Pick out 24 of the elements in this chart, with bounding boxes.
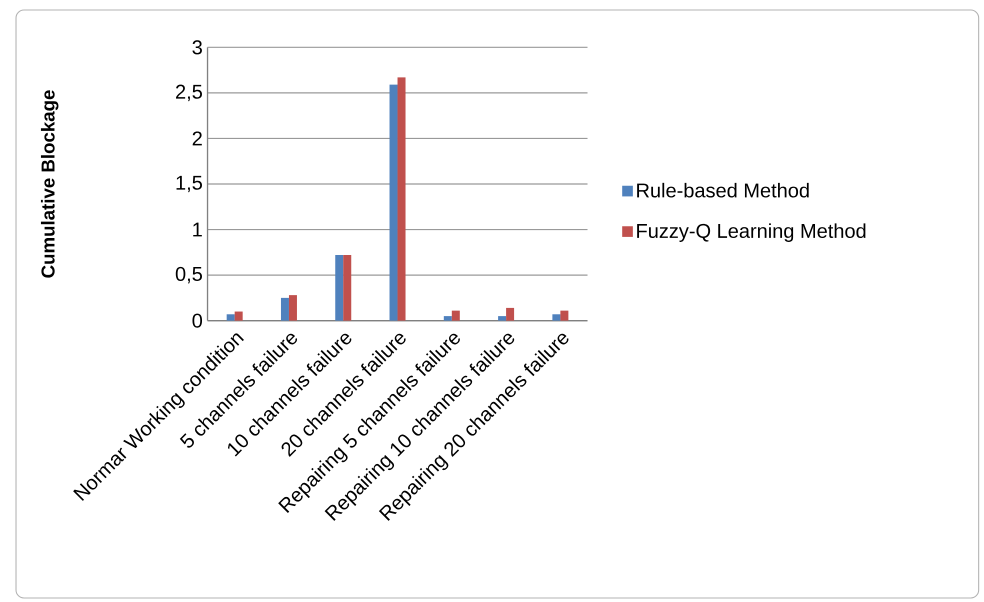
bar (552, 314, 560, 321)
y-tick-label: 0 (192, 314, 202, 328)
bar (343, 255, 352, 321)
y-tick-label: 0,5 (176, 266, 202, 284)
bar (288, 295, 297, 321)
bar (335, 255, 344, 321)
bar (444, 316, 452, 321)
y-axis-title: Cumulative Blockage (40, 90, 58, 278)
bar (226, 314, 235, 321)
bar (280, 298, 289, 321)
y-tick-label: 2,5 (176, 84, 202, 102)
y-tick-label: 1 (193, 222, 202, 236)
legend-label: Fuzzy-Q Learning Method (637, 223, 866, 242)
bar (560, 310, 568, 321)
bar (398, 77, 406, 321)
bar (234, 312, 243, 321)
bar (506, 308, 514, 321)
y-tick-label: 1,5 (176, 176, 202, 192)
y-tick-label: 2 (192, 131, 202, 146)
y-tick-label: 3 (192, 40, 202, 54)
legend-label: Rule-based Method (637, 182, 809, 198)
bar (390, 84, 398, 321)
bar (452, 310, 460, 321)
bar (498, 316, 506, 321)
